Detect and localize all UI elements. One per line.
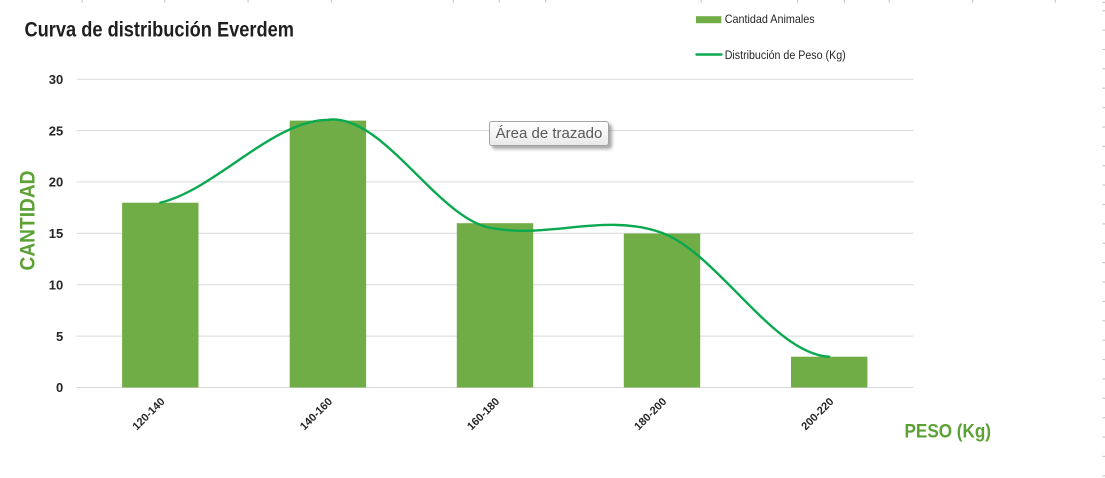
svg-text:10: 10 [49,277,63,292]
svg-text:140-160: 140-160 [298,396,335,433]
svg-text:120-140: 120-140 [130,396,167,433]
svg-text:PESO (Kg): PESO (Kg) [905,421,992,442]
svg-text:Distribución de Peso (Kg): Distribución de Peso (Kg) [725,48,846,62]
svg-text:180-200: 180-200 [632,396,669,433]
svg-text:160-180: 160-180 [465,396,502,433]
svg-text:5: 5 [56,329,63,344]
svg-text:CANTIDAD: CANTIDAD [17,171,40,271]
svg-text:200-220: 200-220 [799,396,836,433]
svg-text:Curva de distribución Everdem: Curva de distribución Everdem [25,18,295,41]
svg-text:25: 25 [49,123,63,138]
svg-text:20: 20 [49,175,63,190]
svg-text:15: 15 [49,226,63,241]
svg-text:Cantidad Animales: Cantidad Animales [725,13,815,26]
svg-text:0: 0 [56,380,63,395]
svg-text:30: 30 [49,72,63,87]
